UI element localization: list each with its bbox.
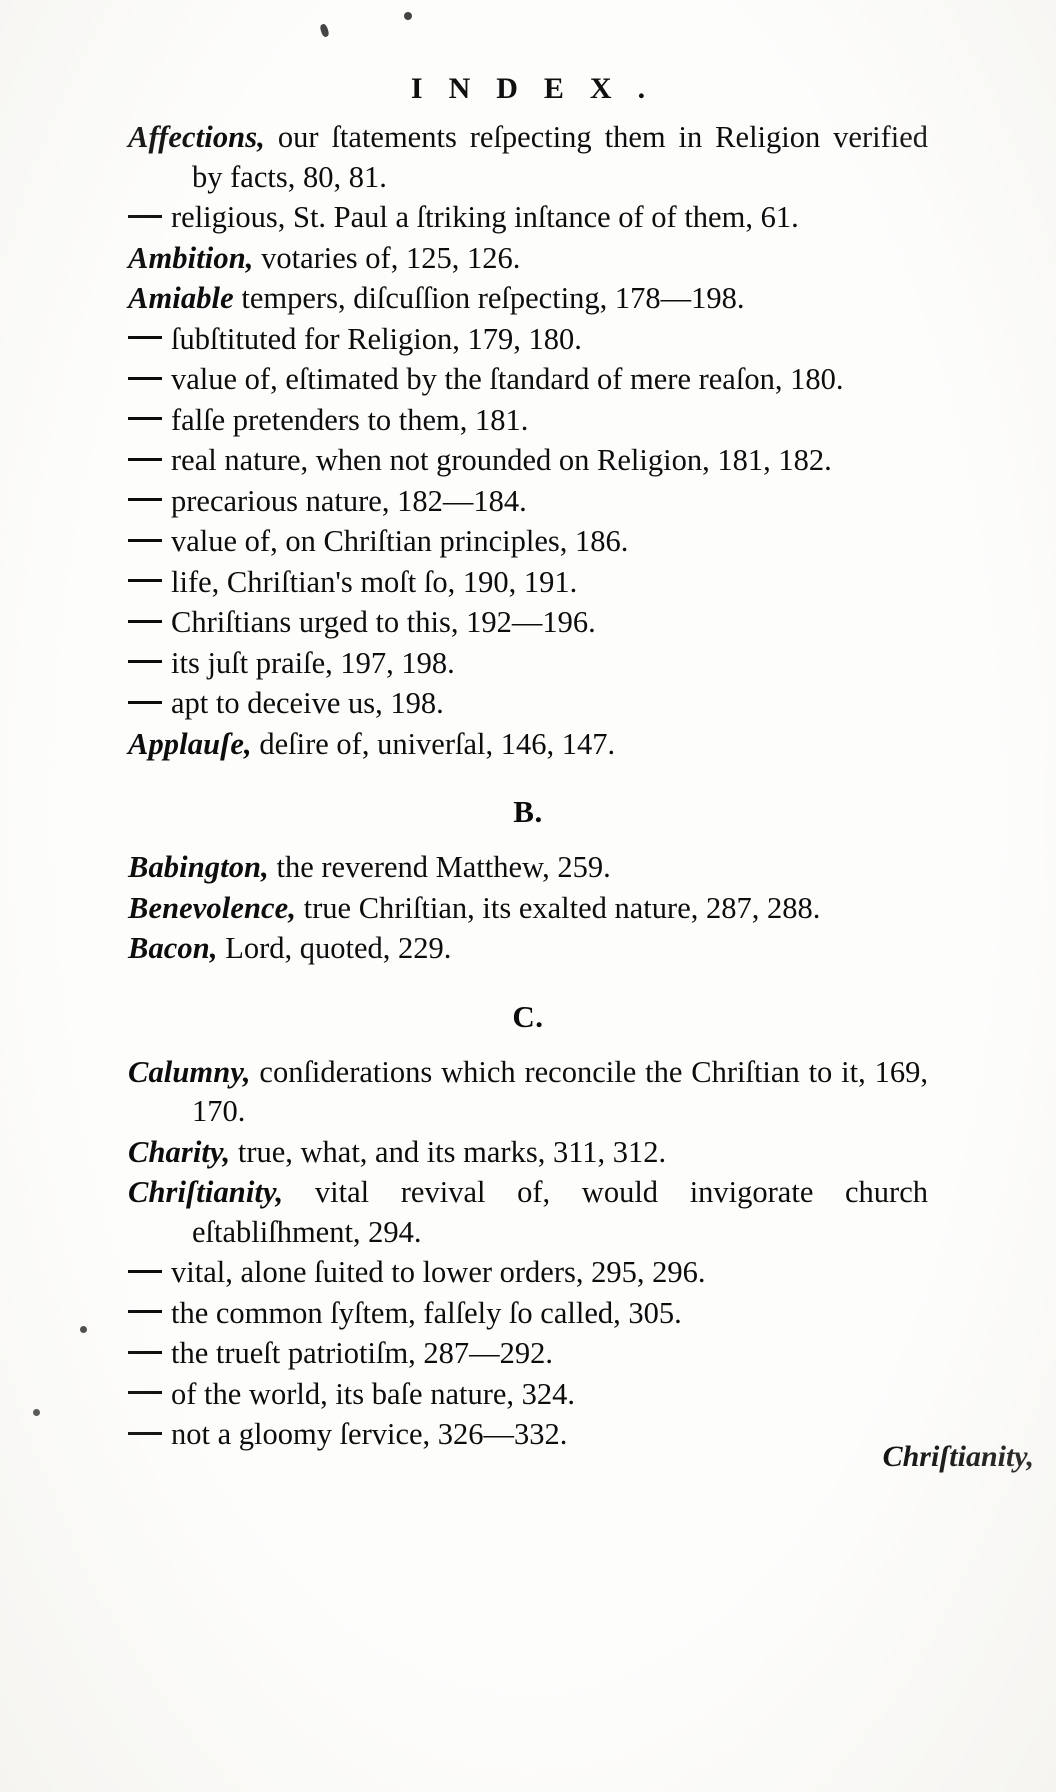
index-entry: Amiable tempers, diſcuſſion reſpecting, … [128, 279, 928, 319]
index-entry: precarious nature, 182—184. [128, 482, 928, 522]
em-dash-icon [128, 1310, 162, 1314]
index-entry-text: the trueſt patriotiſm, 287—292. [171, 1336, 554, 1370]
index-entry-text: precarious nature, 182—184. [171, 483, 527, 518]
index-entry-text: ſubſtituted for Religion, 179, 180. [171, 321, 582, 356]
em-dash-icon [128, 538, 162, 542]
index-entry-text: Lord, quoted, 229. [225, 931, 452, 965]
index-headword: Babington, [128, 850, 269, 884]
index-entry-text: our ſtatements reſpecting them in Religi… [192, 120, 929, 194]
index-entry: of the world, its baſe nature, 324. [128, 1375, 928, 1415]
index-headword: Affections, [128, 120, 265, 154]
index-entry: ſubſtituted for Religion, 179, 180. [128, 320, 928, 360]
index-entry: not a gloomy ſervice, 326—332. [128, 1415, 928, 1455]
index-headword: Amiable [128, 281, 234, 315]
index-entry: falſe pretenders to them, 181. [128, 401, 928, 441]
index-entry-text: votaries of, 125, 126. [261, 240, 521, 275]
index-headword: Applauſe, [128, 726, 252, 761]
index-entry: life, Chriſtian's moſt ſo, 190, 191. [128, 563, 928, 603]
page-running-head: INDEX. [410, 72, 672, 105]
index-entry-text: real nature, when not grounded on Religi… [171, 443, 832, 477]
index-entry-text: tempers, diſcuſſion reſpecting, 178—198. [241, 281, 745, 315]
index-entry: Chriſtians urged to this, 192—196. [128, 603, 928, 643]
em-dash-icon [128, 214, 162, 218]
index-entry-text: Chriſtians urged to this, 192—196. [171, 605, 596, 639]
index-entry-text: true, what, and its marks, 311, 312. [237, 1134, 667, 1169]
index-entry-text: not a gloomy ſervice, 326—332. [171, 1417, 568, 1451]
index-headword: Ambition, [128, 240, 254, 275]
page-catchword: Chriſtianity, [882, 1440, 1034, 1473]
index-headword: Chriſtianity, [128, 1175, 284, 1209]
index-entry-text: conſiderations which reconcile the Chriſ… [192, 1054, 928, 1129]
em-dash-icon [128, 579, 162, 583]
index-entry: real nature, when not grounded on Religi… [128, 441, 928, 481]
index-entry-text: apt to deceive us, 198. [171, 686, 444, 720]
index-entry-text: vital, alone ſuited to lower orders, 295… [171, 1255, 706, 1289]
ink-speck [33, 1409, 40, 1416]
em-dash-icon [128, 336, 162, 340]
em-dash-icon [128, 457, 162, 461]
em-dash-icon [128, 660, 162, 664]
index-entry: Bacon, Lord, quoted, 229. [128, 929, 928, 969]
section-letter-b: B. [513, 794, 543, 829]
em-dash-icon [128, 1391, 162, 1395]
index-entry-text: falſe pretenders to them, 181. [171, 402, 529, 437]
index-entry: Babington, the reverend Matthew, 259. [128, 848, 928, 888]
index-entry-text: the common ſyſtem, falſely ſo called, 30… [171, 1295, 682, 1330]
ink-speck [80, 1326, 87, 1333]
index-entry-text: religious, St. Paul a ſtriking inſtance … [171, 200, 799, 234]
index-entry-text: the reverend Matthew, 259. [276, 850, 611, 884]
index-headword: Benevolence, [128, 890, 297, 925]
index-headword: Charity, [128, 1134, 231, 1169]
index-entry: vital, alone ſuited to lower orders, 295… [128, 1253, 928, 1293]
index-entry-text: value of, eſtimated by the ſtandard of m… [171, 362, 844, 396]
ink-speck [404, 12, 412, 20]
em-dash-icon [128, 1431, 162, 1435]
index-entry: its juſt praiſe, 197, 198. [128, 644, 928, 684]
index-entry: apt to deceive us, 198. [128, 684, 928, 724]
index-entry-text: life, Chriſtian's moſt ſo, 190, 191. [171, 564, 578, 599]
section-letter-c: C. [512, 998, 544, 1034]
index-entry: Charity, true, what, and its marks, 311,… [128, 1133, 928, 1173]
index-entry: Calumny, conſiderations which reconcile … [128, 1053, 928, 1132]
index-headword: Bacon, [128, 931, 218, 965]
em-dash-icon [128, 619, 162, 623]
em-dash-icon [128, 700, 162, 704]
index-entry: the trueſt patriotiſm, 287—292. [128, 1334, 928, 1374]
index-headword: Calumny, [128, 1054, 251, 1089]
ink-speck [319, 23, 330, 38]
index-entry: Affections, our ſtatements reſpecting th… [128, 118, 928, 197]
index-entry: value of, on Chriſtian principles, 186. [128, 522, 928, 562]
index-entry-text: value of, on Chriſtian principles, 186. [171, 524, 629, 558]
index-entry-text: its juſt praiſe, 197, 198. [171, 645, 455, 680]
index-entry-text: deſire of, univerſal, 146, 147. [259, 726, 616, 761]
index-entry: value of, eſtimated by the ſtandard of m… [128, 360, 928, 400]
em-dash-icon [128, 498, 162, 502]
index-entry: Benevolence, true Chriſtian, its exalted… [128, 889, 928, 929]
em-dash-icon [128, 417, 162, 421]
index-entry-text: of the world, its baſe nature, 324. [171, 1376, 576, 1411]
em-dash-icon [128, 376, 162, 380]
em-dash-icon [128, 1269, 162, 1273]
em-dash-icon [128, 1350, 162, 1354]
index-entries-container: Affections, our ſtatements reſpecting th… [128, 118, 928, 1456]
index-entry: Chriſtianity, vital revival of, would in… [128, 1173, 928, 1252]
index-entry: the common ſyſtem, falſely ſo called, 30… [128, 1294, 928, 1334]
index-entry-text: vital revival of, would invigorate churc… [192, 1175, 928, 1249]
index-entry-text: true Chriſtian, its exalted nature, 287,… [303, 890, 821, 925]
index-entry: Applauſe, deſire of, univerſal, 146, 147… [128, 725, 928, 765]
index-entry: Ambition, votaries of, 125, 126. [128, 239, 928, 279]
index-entry: religious, St. Paul a ſtriking inſtance … [128, 198, 928, 238]
